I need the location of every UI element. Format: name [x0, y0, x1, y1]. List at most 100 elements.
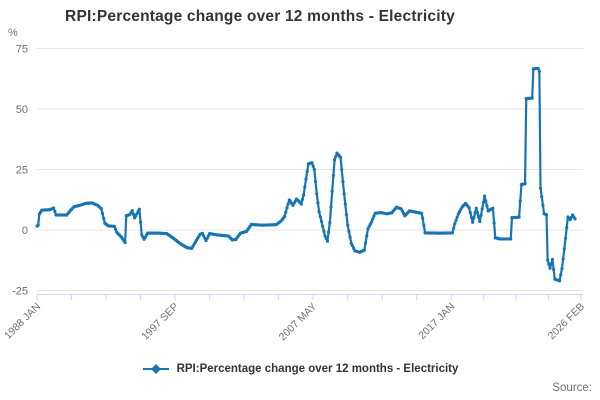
series-marker [349, 241, 353, 245]
series-marker [485, 204, 489, 208]
series-marker [302, 193, 306, 197]
series-marker [348, 235, 352, 239]
series-marker [330, 189, 334, 193]
series-marker [475, 211, 480, 215]
series-marker [334, 154, 338, 159]
series-marker [541, 203, 545, 207]
series-marker [477, 215, 481, 219]
series-marker [343, 202, 347, 206]
series-marker [342, 192, 346, 196]
series-marker [344, 213, 349, 217]
series-marker [468, 210, 472, 215]
series-marker [352, 246, 356, 250]
source-label: Source: [552, 382, 592, 394]
legend-label: RPI:Percentage change over 12 months - E… [176, 363, 459, 375]
x-tick-label: 1997 SEP [139, 301, 181, 343]
series-marker [327, 230, 331, 234]
series-marker [450, 231, 455, 235]
series-marker [565, 225, 569, 230]
series-marker [422, 223, 426, 228]
series-marker [509, 237, 513, 241]
series-marker [299, 202, 303, 206]
series-marker [492, 221, 496, 225]
series-marker [329, 205, 333, 209]
series-marker [452, 226, 456, 230]
y-tick-label: 50 [16, 104, 28, 116]
legend-line-with-diamond-icon [142, 363, 170, 375]
series-marker [130, 209, 134, 213]
series-marker [546, 258, 550, 262]
series-marker [283, 214, 287, 219]
series-marker [332, 158, 337, 162]
series-marker [552, 267, 556, 271]
series-marker [315, 192, 319, 196]
series-marker [131, 212, 136, 216]
series-marker [53, 209, 57, 214]
series-marker [562, 247, 566, 251]
series-marker [573, 217, 577, 221]
series-marker [478, 219, 482, 224]
series-marker [540, 195, 544, 199]
series-marker [517, 215, 521, 219]
series-marker [319, 219, 324, 224]
series-marker [338, 155, 343, 159]
series-marker [421, 216, 425, 220]
series-marker [112, 224, 116, 228]
series-marker [331, 173, 335, 178]
series-marker [365, 234, 369, 238]
series-marker [36, 223, 40, 227]
series-marker [518, 199, 522, 203]
series-marker [454, 218, 458, 222]
series-marker [313, 180, 318, 184]
y-tick-label: 25 [16, 165, 28, 177]
chart-title: RPI:Percentage change over 12 months - E… [65, 8, 455, 25]
series-marker [548, 266, 552, 270]
series-marker [285, 206, 289, 210]
series-marker [346, 223, 350, 227]
series-marker [284, 210, 288, 214]
series-marker [537, 69, 541, 73]
series-marker [481, 200, 485, 205]
series-marker [304, 177, 308, 181]
series-marker [563, 236, 568, 240]
series-marker [371, 217, 375, 221]
series-marker [530, 96, 534, 100]
series-marker [100, 211, 105, 216]
x-tick-label: 1988 JAN [2, 301, 43, 342]
series-marker [318, 215, 322, 219]
series-marker [561, 257, 565, 261]
series-marker [480, 207, 484, 211]
series-marker [544, 213, 549, 217]
series-marker [482, 194, 487, 198]
series-marker [286, 202, 290, 206]
series-marker [347, 229, 351, 233]
series-line[interactable] [35, 66, 577, 283]
series-marker [538, 186, 543, 190]
series-marker [491, 206, 495, 210]
series-marker [341, 180, 345, 184]
series-marker [479, 213, 483, 217]
series-marker [474, 206, 478, 210]
series-marker [324, 236, 328, 241]
series-marker [200, 231, 205, 235]
series-marker [536, 66, 540, 70]
series-marker [316, 201, 320, 205]
series-marker [455, 215, 459, 219]
series-marker [113, 227, 118, 231]
series-marker [472, 215, 476, 220]
series-marker [559, 273, 563, 277]
series-path[interactable] [35, 67, 577, 282]
series-marker [300, 197, 305, 202]
series-marker [322, 229, 326, 233]
series-marker [305, 169, 309, 174]
series-marker [350, 244, 355, 248]
series-marker [369, 220, 374, 224]
series-marker [123, 240, 127, 245]
series-marker [321, 224, 325, 228]
series-marker [102, 216, 106, 220]
series-marker [317, 210, 321, 214]
legend-item[interactable]: RPI:Percentage change over 12 months - E… [0, 363, 600, 375]
series-marker [138, 220, 143, 224]
series-marker [137, 207, 141, 211]
